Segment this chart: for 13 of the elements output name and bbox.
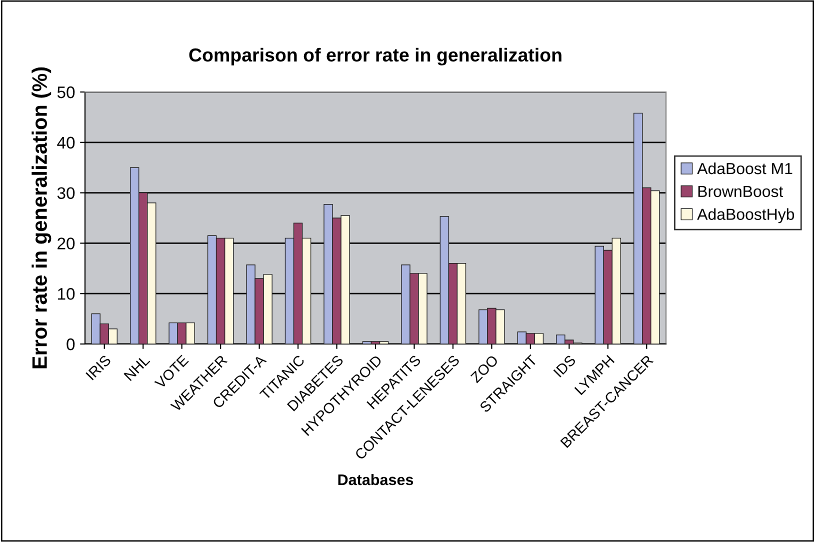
legend-label: AdaBoostHyb <box>697 208 794 224</box>
chart-title: Comparison of error rate in generalization <box>189 48 562 66</box>
y-tick-label: 10 <box>58 288 75 300</box>
y-tick-label: 30 <box>57 187 75 200</box>
y-axis-title: Error rate in generalization (%) <box>32 67 52 368</box>
y-tick-label: 50 <box>57 86 75 98</box>
x-axis-title: Databases <box>338 474 414 486</box>
x-tick-label: NHL <box>124 354 150 381</box>
legend-label: BrownBoost <box>698 186 784 198</box>
legend-label: AdaBoost M1 <box>697 162 792 174</box>
y-tick-label: 0 <box>66 338 75 350</box>
y-tick-label: 20 <box>58 238 75 250</box>
y-tick-label: 40 <box>57 136 75 149</box>
